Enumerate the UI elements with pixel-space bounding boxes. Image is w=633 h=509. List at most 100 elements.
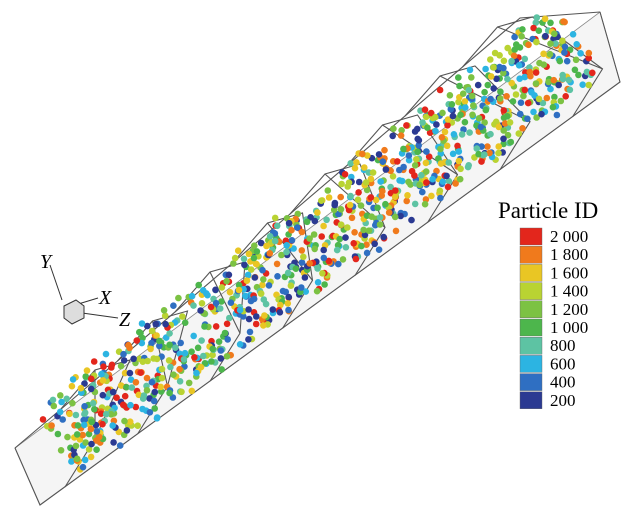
legend-label: 1 800	[550, 245, 588, 264]
particle	[344, 183, 351, 190]
particle	[252, 274, 259, 281]
particle	[172, 344, 179, 351]
particle	[359, 151, 366, 158]
particle	[459, 131, 466, 138]
particle	[286, 220, 293, 227]
particle	[78, 385, 85, 392]
particle	[398, 132, 405, 139]
particle	[175, 295, 182, 302]
particle	[368, 194, 375, 201]
particle	[555, 82, 562, 89]
particle	[370, 169, 377, 176]
particle	[218, 366, 225, 373]
particle	[216, 338, 223, 345]
particle	[217, 305, 224, 312]
particle	[586, 50, 593, 57]
particle	[371, 241, 378, 248]
particle	[213, 300, 220, 307]
particle	[209, 346, 216, 353]
particle	[457, 112, 464, 119]
particle	[288, 227, 295, 234]
particle	[318, 197, 325, 204]
triad-cube	[64, 300, 84, 324]
particle	[134, 337, 141, 344]
particle	[560, 18, 567, 25]
particle	[353, 256, 360, 263]
particle	[380, 158, 387, 165]
particle	[326, 194, 333, 201]
particle	[176, 366, 183, 373]
particle	[88, 386, 95, 393]
particle	[298, 284, 305, 291]
particle	[227, 289, 234, 296]
particle	[68, 458, 75, 465]
particle	[504, 45, 511, 52]
particle	[170, 371, 177, 378]
particle	[289, 237, 296, 244]
particle	[347, 193, 354, 200]
particle	[450, 113, 457, 120]
particle	[182, 319, 189, 326]
particle	[139, 320, 146, 327]
particle	[577, 50, 584, 57]
particle	[437, 87, 444, 94]
particle	[320, 247, 327, 254]
particle	[416, 182, 423, 189]
particle	[235, 247, 242, 254]
particle	[347, 202, 354, 209]
particle	[191, 354, 198, 361]
particle	[222, 330, 229, 337]
particle	[245, 306, 252, 313]
particle	[500, 127, 507, 134]
particle	[274, 273, 281, 280]
particle	[377, 214, 384, 221]
particle	[144, 387, 151, 394]
particle	[536, 96, 543, 103]
particle	[149, 379, 156, 386]
particle	[536, 60, 543, 67]
legend-swatch	[520, 392, 542, 409]
particle	[501, 58, 508, 65]
particle	[363, 179, 370, 186]
particle	[432, 114, 439, 121]
particle	[482, 66, 489, 73]
particle	[127, 418, 134, 425]
legend-label: 1 600	[550, 263, 588, 282]
particle	[218, 355, 225, 362]
particle	[355, 196, 362, 203]
particle	[129, 384, 136, 391]
particle	[524, 116, 531, 123]
particle	[393, 228, 400, 235]
particle	[159, 375, 166, 382]
particle	[334, 247, 341, 254]
particle	[468, 74, 475, 81]
particle	[364, 250, 371, 257]
particle	[140, 395, 147, 402]
particle	[449, 101, 456, 108]
particle	[74, 456, 81, 463]
particle	[343, 244, 350, 251]
particle	[338, 206, 345, 213]
particle	[190, 302, 197, 309]
particle	[103, 351, 110, 358]
particle	[562, 93, 569, 100]
particle	[70, 376, 77, 383]
particle	[247, 329, 254, 336]
particle	[159, 366, 166, 373]
particle	[504, 113, 511, 120]
particle	[237, 341, 244, 348]
particle	[570, 31, 577, 38]
particle	[55, 431, 62, 438]
particle	[121, 357, 128, 364]
legend-label: 200	[550, 391, 576, 410]
particle	[454, 143, 461, 150]
particle	[241, 262, 248, 269]
particle	[377, 221, 384, 228]
particle	[319, 270, 326, 277]
particle	[528, 89, 535, 96]
legend-swatch	[520, 301, 542, 318]
particle	[245, 336, 252, 343]
particle	[355, 189, 362, 196]
particle	[534, 14, 541, 21]
particle	[109, 422, 116, 429]
